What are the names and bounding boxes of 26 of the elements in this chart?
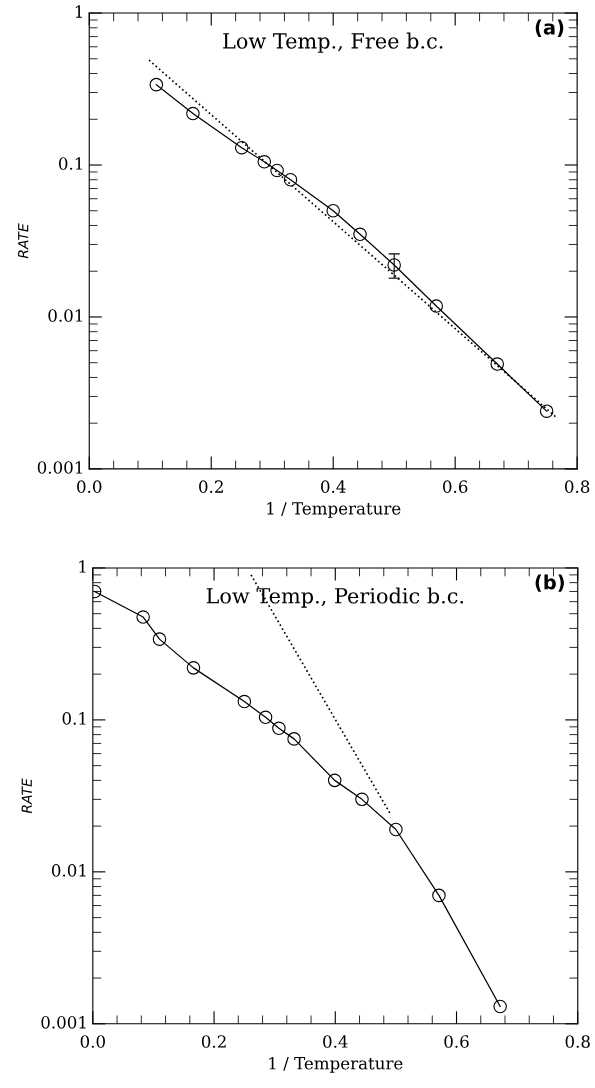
x-tick-label: 0.2 — [199, 480, 223, 493]
x-tick-label: 0.0 — [80, 1035, 105, 1048]
annotation: Low Temp., Free b.c. — [223, 32, 443, 53]
x-tick-label: 0.8 — [565, 1035, 590, 1048]
x-tick-label: 0.0 — [77, 480, 102, 493]
y-axis-title: RATE — [18, 223, 29, 259]
x-tick-label: 0.8 — [565, 480, 590, 493]
y-tick-label: 0.1 — [58, 157, 83, 170]
y-tick-label: 0.001 — [37, 461, 83, 474]
annotation: (b) — [535, 574, 564, 592]
annotation: (a) — [535, 19, 564, 37]
x-tick-label: 0.4 — [321, 480, 346, 493]
y-tick-label: 0.1 — [62, 712, 86, 725]
x-tick-label: 0.6 — [443, 480, 468, 493]
x-tick-label: 0.6 — [444, 1035, 469, 1048]
y-tick-label: 0.001 — [41, 1016, 86, 1029]
y-tick-label: 1 — [75, 5, 83, 18]
x-tick-label: 0.2 — [201, 1035, 226, 1048]
y-tick-label: 0.01 — [48, 309, 83, 322]
annotation: Low Temp., Periodic b.c. — [206, 587, 464, 608]
y-tick-label: 0.01 — [51, 864, 86, 877]
y-axis-title: RATE — [21, 778, 32, 814]
x-axis-title: 1 / Temperature — [267, 502, 401, 518]
y-tick-label: 1 — [79, 560, 86, 573]
x-axis-title: 1 / Temperature — [269, 1056, 403, 1073]
x-tick-label: 0.4 — [323, 1035, 348, 1048]
